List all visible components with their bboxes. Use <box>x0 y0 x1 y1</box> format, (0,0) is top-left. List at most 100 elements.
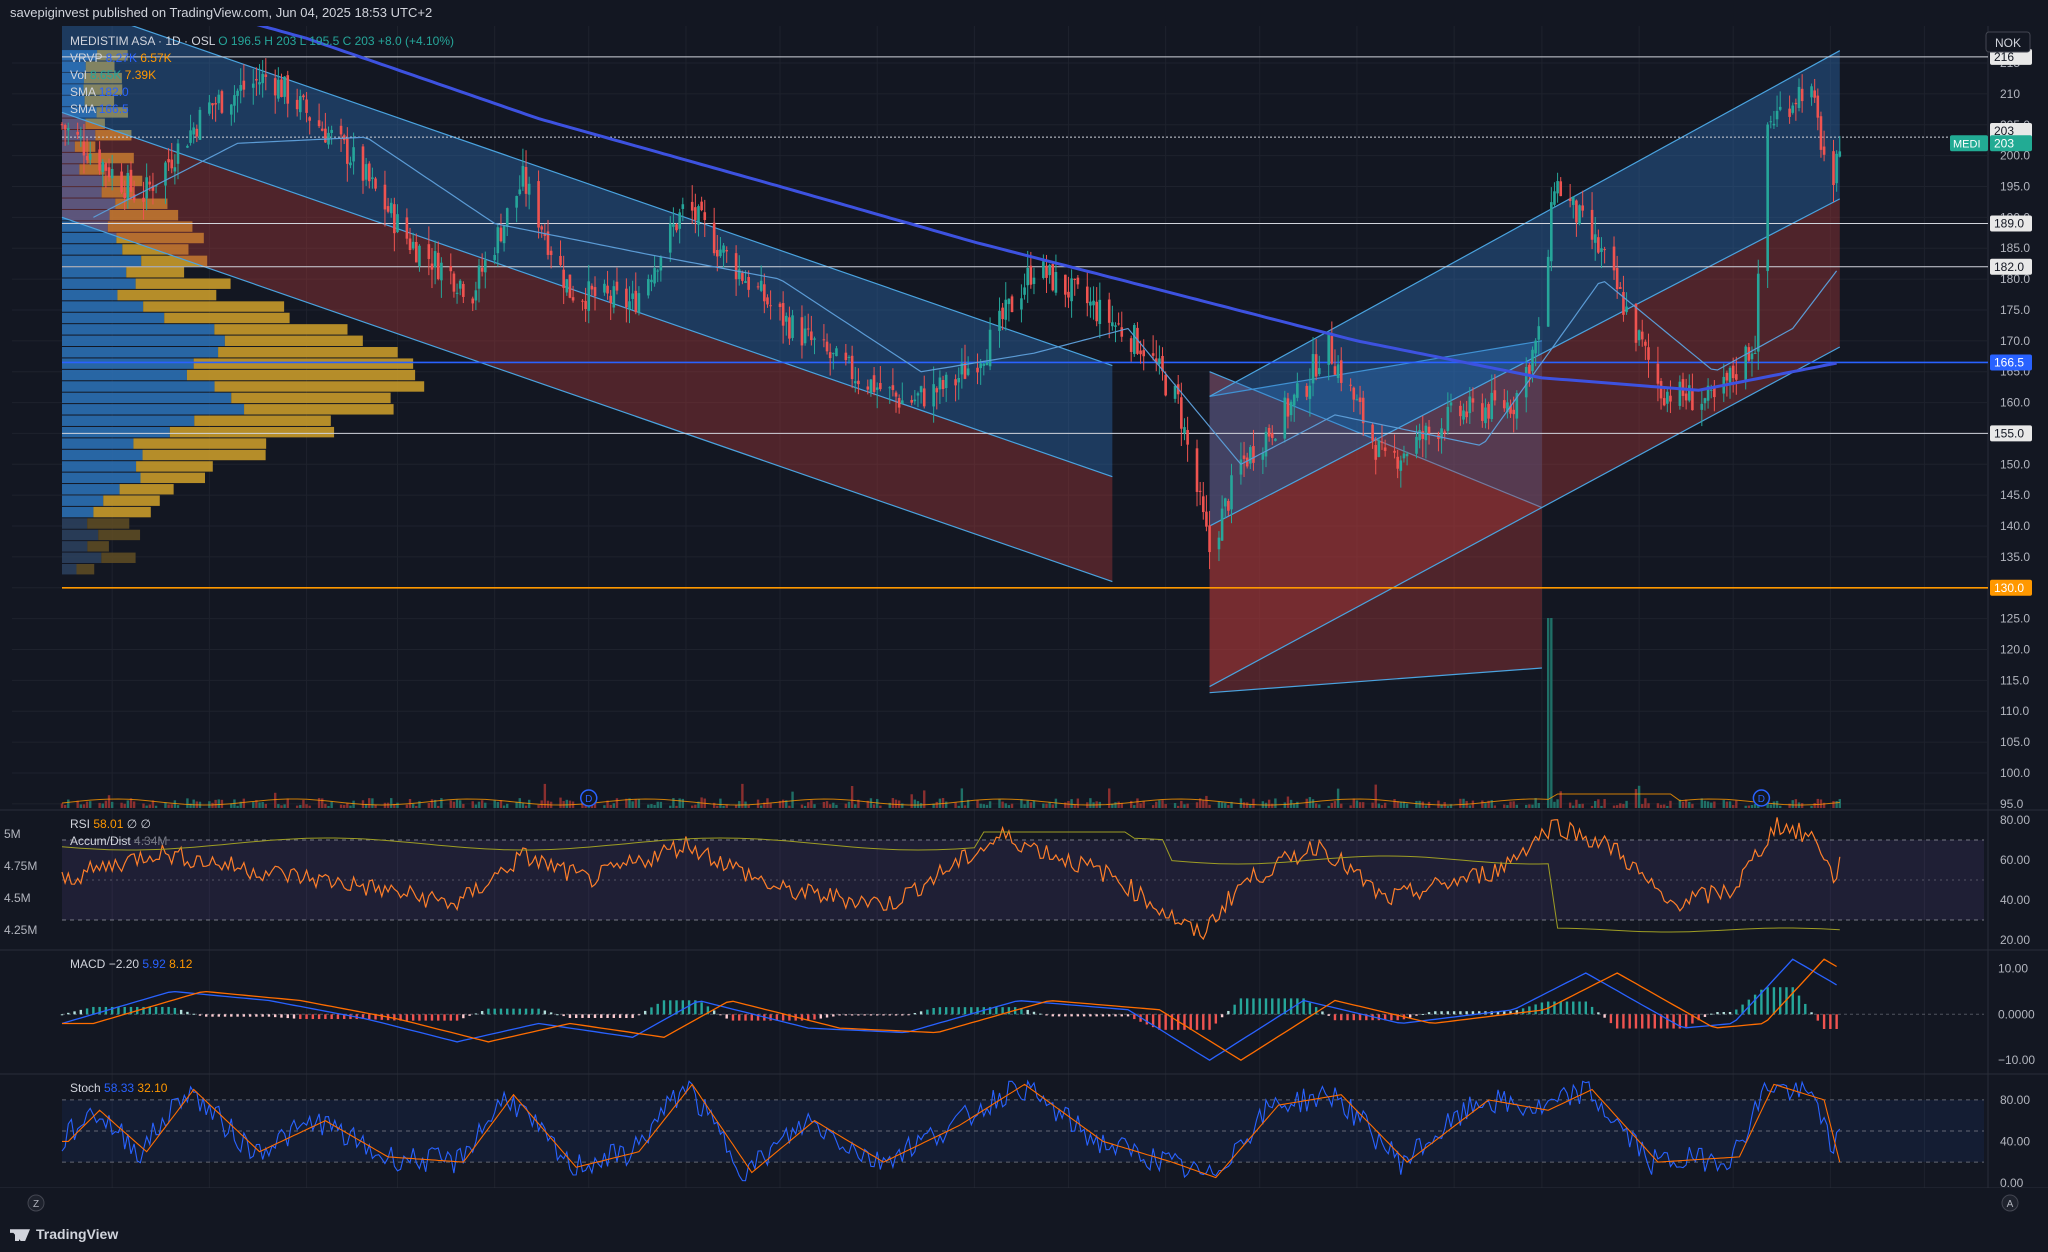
candle-body[interactable] <box>1487 404 1490 419</box>
candle-body[interactable] <box>101 161 105 173</box>
candle-body[interactable] <box>700 201 703 211</box>
candle-body[interactable] <box>1590 209 1594 240</box>
candle-body[interactable] <box>759 280 763 291</box>
candle-body[interactable] <box>1308 385 1312 399</box>
candle-body[interactable] <box>295 99 299 110</box>
candle-body[interactable] <box>719 249 722 257</box>
candle-body[interactable] <box>1766 124 1769 272</box>
candle-body[interactable] <box>1270 433 1274 438</box>
candle-body[interactable] <box>1769 121 1773 123</box>
candle-body[interactable] <box>1449 402 1453 406</box>
candle-body[interactable] <box>1622 291 1625 315</box>
candle-body[interactable] <box>1424 425 1428 441</box>
candle-body[interactable] <box>1506 402 1509 413</box>
candle-body[interactable] <box>452 273 456 292</box>
candle-body[interactable] <box>847 356 851 358</box>
candle-body[interactable] <box>405 217 409 239</box>
candle-body[interactable] <box>628 301 631 310</box>
candle-body[interactable] <box>590 285 594 290</box>
candle-body[interactable] <box>1597 237 1600 253</box>
sma-fast-label[interactable]: SMA <box>70 85 96 99</box>
candle-body[interactable] <box>198 109 202 140</box>
candle-body[interactable] <box>1446 406 1450 431</box>
candle-body[interactable] <box>659 256 663 271</box>
candle-body[interactable] <box>631 293 634 299</box>
candle-body[interactable] <box>1349 384 1352 386</box>
candle-body[interactable] <box>1612 246 1616 271</box>
candle-body[interactable] <box>960 363 964 375</box>
candle-body[interactable] <box>879 383 882 390</box>
candle-body[interactable] <box>609 295 612 303</box>
candle-body[interactable] <box>104 163 108 171</box>
candle-body[interactable] <box>164 162 167 186</box>
candle-body[interactable] <box>411 241 415 249</box>
candle-body[interactable] <box>784 315 788 322</box>
candle-body[interactable] <box>587 281 591 311</box>
candle-body[interactable] <box>1728 367 1732 383</box>
candle-body[interactable] <box>242 80 246 90</box>
candle-body[interactable] <box>110 169 114 179</box>
timezone-button[interactable] <box>27 1194 45 1212</box>
candle-body[interactable] <box>675 224 678 231</box>
candle-body[interactable] <box>145 177 148 199</box>
candle-body[interactable] <box>1405 453 1409 457</box>
candle-body[interactable] <box>982 363 986 366</box>
candle-body[interactable] <box>1443 431 1447 433</box>
candle-body[interactable] <box>1010 296 1014 313</box>
candle-body[interactable] <box>1355 399 1359 401</box>
candle-body[interactable] <box>844 352 848 361</box>
candle-body[interactable] <box>1070 278 1073 302</box>
candle-body[interactable] <box>1575 200 1578 223</box>
candle-body[interactable] <box>1004 299 1008 320</box>
candle-body[interactable] <box>1832 151 1835 186</box>
candle-body[interactable] <box>593 287 597 297</box>
candle-body[interactable] <box>922 388 926 407</box>
candle-body[interactable] <box>217 94 221 104</box>
candle-body[interactable] <box>694 207 697 221</box>
candle-body[interactable] <box>603 283 606 293</box>
candle-body[interactable] <box>233 95 236 106</box>
candle-body[interactable] <box>186 145 189 148</box>
candle-body[interactable] <box>1509 405 1512 414</box>
candle-body[interactable] <box>521 165 525 187</box>
candle-body[interactable] <box>1396 456 1399 469</box>
candle-body[interactable] <box>1230 475 1233 510</box>
candle-body[interactable] <box>653 268 656 284</box>
candle-body[interactable] <box>1684 393 1688 401</box>
candle-body[interactable] <box>1327 332 1331 365</box>
candle-body[interactable] <box>1067 291 1070 298</box>
candle-body[interactable] <box>1352 387 1356 400</box>
candle-body[interactable] <box>1377 440 1381 457</box>
candle-body[interactable] <box>998 310 1001 331</box>
candle-body[interactable] <box>1662 398 1666 406</box>
candle-body[interactable] <box>543 233 547 236</box>
candle-body[interactable] <box>941 379 945 390</box>
candle-body[interactable] <box>944 374 948 389</box>
candle-body[interactable] <box>1317 368 1321 375</box>
candle-body[interactable] <box>418 245 421 267</box>
candle-body[interactable] <box>192 127 195 135</box>
candle-body[interactable] <box>148 181 152 185</box>
candle-body[interactable] <box>897 398 901 408</box>
candle-body[interactable] <box>324 128 327 143</box>
candle-body[interactable] <box>1205 511 1208 527</box>
candle-body[interactable] <box>1314 354 1318 377</box>
candle-body[interactable] <box>1600 248 1603 252</box>
candle-body[interactable] <box>1559 181 1563 197</box>
candle-body[interactable] <box>1198 490 1202 492</box>
candle-body[interactable] <box>1753 353 1757 355</box>
candle-body[interactable] <box>1296 383 1299 398</box>
candle-body[interactable] <box>1336 364 1340 379</box>
candle-body[interactable] <box>1440 428 1443 439</box>
candle-body[interactable] <box>383 184 387 210</box>
candle-body[interactable] <box>1098 299 1102 325</box>
candle-body[interactable] <box>1615 267 1619 290</box>
candle-body[interactable] <box>1399 460 1403 471</box>
candle-body[interactable] <box>1136 327 1139 354</box>
candle-body[interactable] <box>220 91 224 113</box>
candle-body[interactable] <box>1161 355 1164 372</box>
candle-body[interactable] <box>734 253 738 280</box>
candle-body[interactable] <box>697 206 700 225</box>
candle-body[interactable] <box>1220 508 1224 541</box>
stoch-d-line[interactable] <box>62 1083 1841 1179</box>
